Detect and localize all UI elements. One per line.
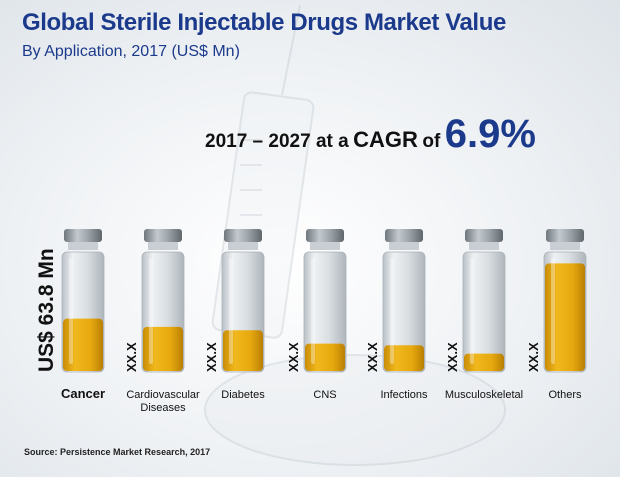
vial-neck xyxy=(228,242,258,250)
vial-1 xyxy=(141,229,185,373)
vial-highlight xyxy=(470,258,474,364)
vial-4 xyxy=(382,229,426,373)
cagr-period: 2017 – 2027 at a xyxy=(205,131,349,152)
category-label-5: Musculoskeletal xyxy=(445,389,523,401)
vial-cap xyxy=(546,229,584,242)
vial-5 xyxy=(462,229,506,373)
vial-neck xyxy=(68,242,98,250)
cagr-of: of xyxy=(422,131,441,152)
bar-4 xyxy=(384,345,424,371)
bar-6 xyxy=(545,263,585,371)
vial-neck xyxy=(389,242,419,250)
vial-glass xyxy=(382,251,426,373)
category-label-0: Cancer xyxy=(61,386,105,401)
vial-highlight xyxy=(311,258,315,364)
data-label-1: XX.X xyxy=(124,342,139,372)
data-label-4: XX.X xyxy=(365,342,380,372)
vial-2 xyxy=(221,229,265,373)
vial-cap xyxy=(306,229,344,242)
data-label-2: XX.X xyxy=(204,342,219,372)
data-label-3: XX.X xyxy=(286,342,301,372)
chart-subtitle: By Application, 2017 (US$ Mn) xyxy=(22,43,240,60)
cagr-label: CAGR xyxy=(353,127,418,152)
vial-glass xyxy=(303,251,347,373)
vial-cap xyxy=(144,229,182,242)
vial-highlight xyxy=(229,258,233,364)
vial-cap xyxy=(64,229,102,242)
bar-0 xyxy=(63,318,103,371)
vial-neck xyxy=(148,242,178,250)
vial-6 xyxy=(543,229,587,373)
vial-highlight xyxy=(390,258,394,364)
vial-neck xyxy=(469,242,499,250)
category-label-6: Others xyxy=(548,389,582,401)
category-label-4: Infections xyxy=(380,389,428,401)
cagr-callout: 2017 – 2027 at a CAGR of 6.9% xyxy=(205,112,536,157)
vial-highlight xyxy=(551,258,555,364)
vial-3 xyxy=(303,229,347,373)
bar-5 xyxy=(464,353,504,371)
bar-2 xyxy=(223,330,263,371)
bar-3 xyxy=(305,343,345,371)
category-label-3: CNS xyxy=(313,389,336,401)
vial-highlight xyxy=(69,258,73,364)
data-label-0: US$ 63.8 Mn xyxy=(35,248,58,372)
vial-0 xyxy=(61,229,105,373)
vial-neck xyxy=(550,242,580,250)
vial-highlight xyxy=(149,258,153,364)
category-label-1: Diseases xyxy=(140,402,186,414)
category-label-1: Cardiovascular xyxy=(126,389,200,401)
vial-cap xyxy=(385,229,423,242)
source-note: Source: Persistence Market Research, 201… xyxy=(24,447,211,457)
cagr-value: 6.9% xyxy=(444,112,536,156)
category-label-2: Diabetes xyxy=(221,389,265,401)
vial-neck xyxy=(310,242,340,250)
vial-glass xyxy=(462,251,506,373)
vial-cap xyxy=(465,229,503,242)
bar-1 xyxy=(143,326,183,371)
data-label-5: XX.X xyxy=(445,342,460,372)
vial-cap xyxy=(224,229,262,242)
chart-title: Global Sterile Injectable Drugs Market V… xyxy=(22,9,506,36)
data-label-6: XX.X xyxy=(526,342,541,372)
